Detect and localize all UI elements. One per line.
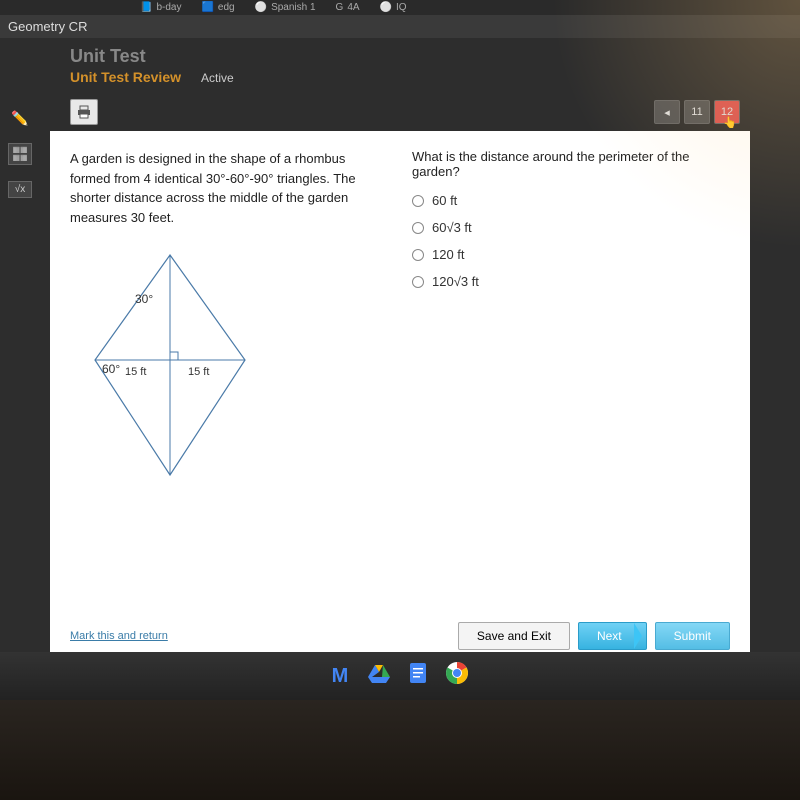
desk-edge (0, 700, 800, 800)
problem-text: A garden is designed in the shape of a r… (70, 149, 388, 227)
option-d-label: 120√3 ft (432, 274, 479, 289)
calculator-tool-icon[interactable]: ▦▦▦▦ (8, 143, 32, 165)
angle-60-label: 60° (102, 362, 120, 376)
next-button[interactable]: Next (578, 622, 647, 650)
option-b-label: 60√3 ft (432, 220, 472, 235)
answer-options: 60 ft 60√3 ft 120 ft 120√3 ft (412, 193, 730, 289)
unit-status: Active (201, 71, 234, 85)
radio-icon (412, 195, 424, 207)
option-c[interactable]: 120 ft (412, 247, 730, 262)
unit-subtitle: Unit Test Review (70, 69, 181, 85)
option-c-label: 120 ft (432, 247, 465, 262)
tab-spanish[interactable]: ⚪ Spanish 1 (255, 2, 316, 13)
angle-30-label: 30° (135, 292, 153, 306)
pager-12[interactable]: 12 👆 (714, 100, 740, 124)
pencil-tool-icon[interactable]: ✏️ (8, 110, 32, 127)
tab-bday[interactable]: 📘 b-day (140, 2, 181, 13)
toolbar: ◂ 11 12 👆 (0, 93, 800, 131)
tab-4a[interactable]: G 4A (336, 2, 360, 13)
option-b[interactable]: 60√3 ft (412, 220, 730, 235)
gmail-icon[interactable]: M (332, 665, 349, 688)
tab-edg[interactable]: 🟦 edg (201, 2, 234, 13)
option-a[interactable]: 60 ft (412, 193, 730, 208)
mark-return-link[interactable]: Mark this and return (70, 630, 168, 642)
unit-title: Unit Test (70, 46, 750, 67)
sqrt-tool-icon[interactable]: √x (8, 181, 32, 198)
pager-11[interactable]: 11 (684, 100, 710, 124)
option-a-label: 60 ft (432, 193, 457, 208)
print-icon (76, 105, 92, 119)
cursor-icon: 👆 (723, 116, 737, 129)
seg-left-label: 15 ft (125, 366, 146, 378)
question-text: What is the distance around the perimete… (412, 149, 730, 179)
drive-icon[interactable] (368, 663, 390, 689)
option-d[interactable]: 120√3 ft (412, 274, 730, 289)
footer-row: Mark this and return Save and Exit Next … (70, 610, 730, 650)
taskbar: M (0, 652, 800, 700)
question-pager: ◂ 11 12 👆 (654, 100, 740, 124)
seg-right-label: 15 ft (188, 366, 209, 378)
pager-prev[interactable]: ◂ (654, 100, 680, 124)
question-content: A garden is designed in the shape of a r… (50, 131, 750, 660)
chrome-icon[interactable] (446, 662, 468, 690)
radio-icon (412, 276, 424, 288)
save-exit-button[interactable]: Save and Exit (458, 622, 570, 650)
docs-icon[interactable] (410, 663, 426, 689)
tab-iq[interactable]: ⚪ IQ (380, 2, 407, 13)
browser-tabs: 📘 b-day 🟦 edg ⚪ Spanish 1 G 4A ⚪ IQ (0, 0, 800, 15)
left-tools: ✏️ ▦▦▦▦ √x (8, 110, 32, 198)
rhombus-diagram: 30° 60° 15 ft 15 ft (70, 245, 388, 490)
unit-header: Unit Test Unit Test Review Active (0, 38, 800, 93)
radio-icon (412, 222, 424, 234)
submit-button[interactable]: Submit (655, 622, 730, 650)
print-button[interactable] (70, 99, 98, 125)
course-header: Geometry CR (0, 15, 800, 38)
radio-icon (412, 249, 424, 261)
